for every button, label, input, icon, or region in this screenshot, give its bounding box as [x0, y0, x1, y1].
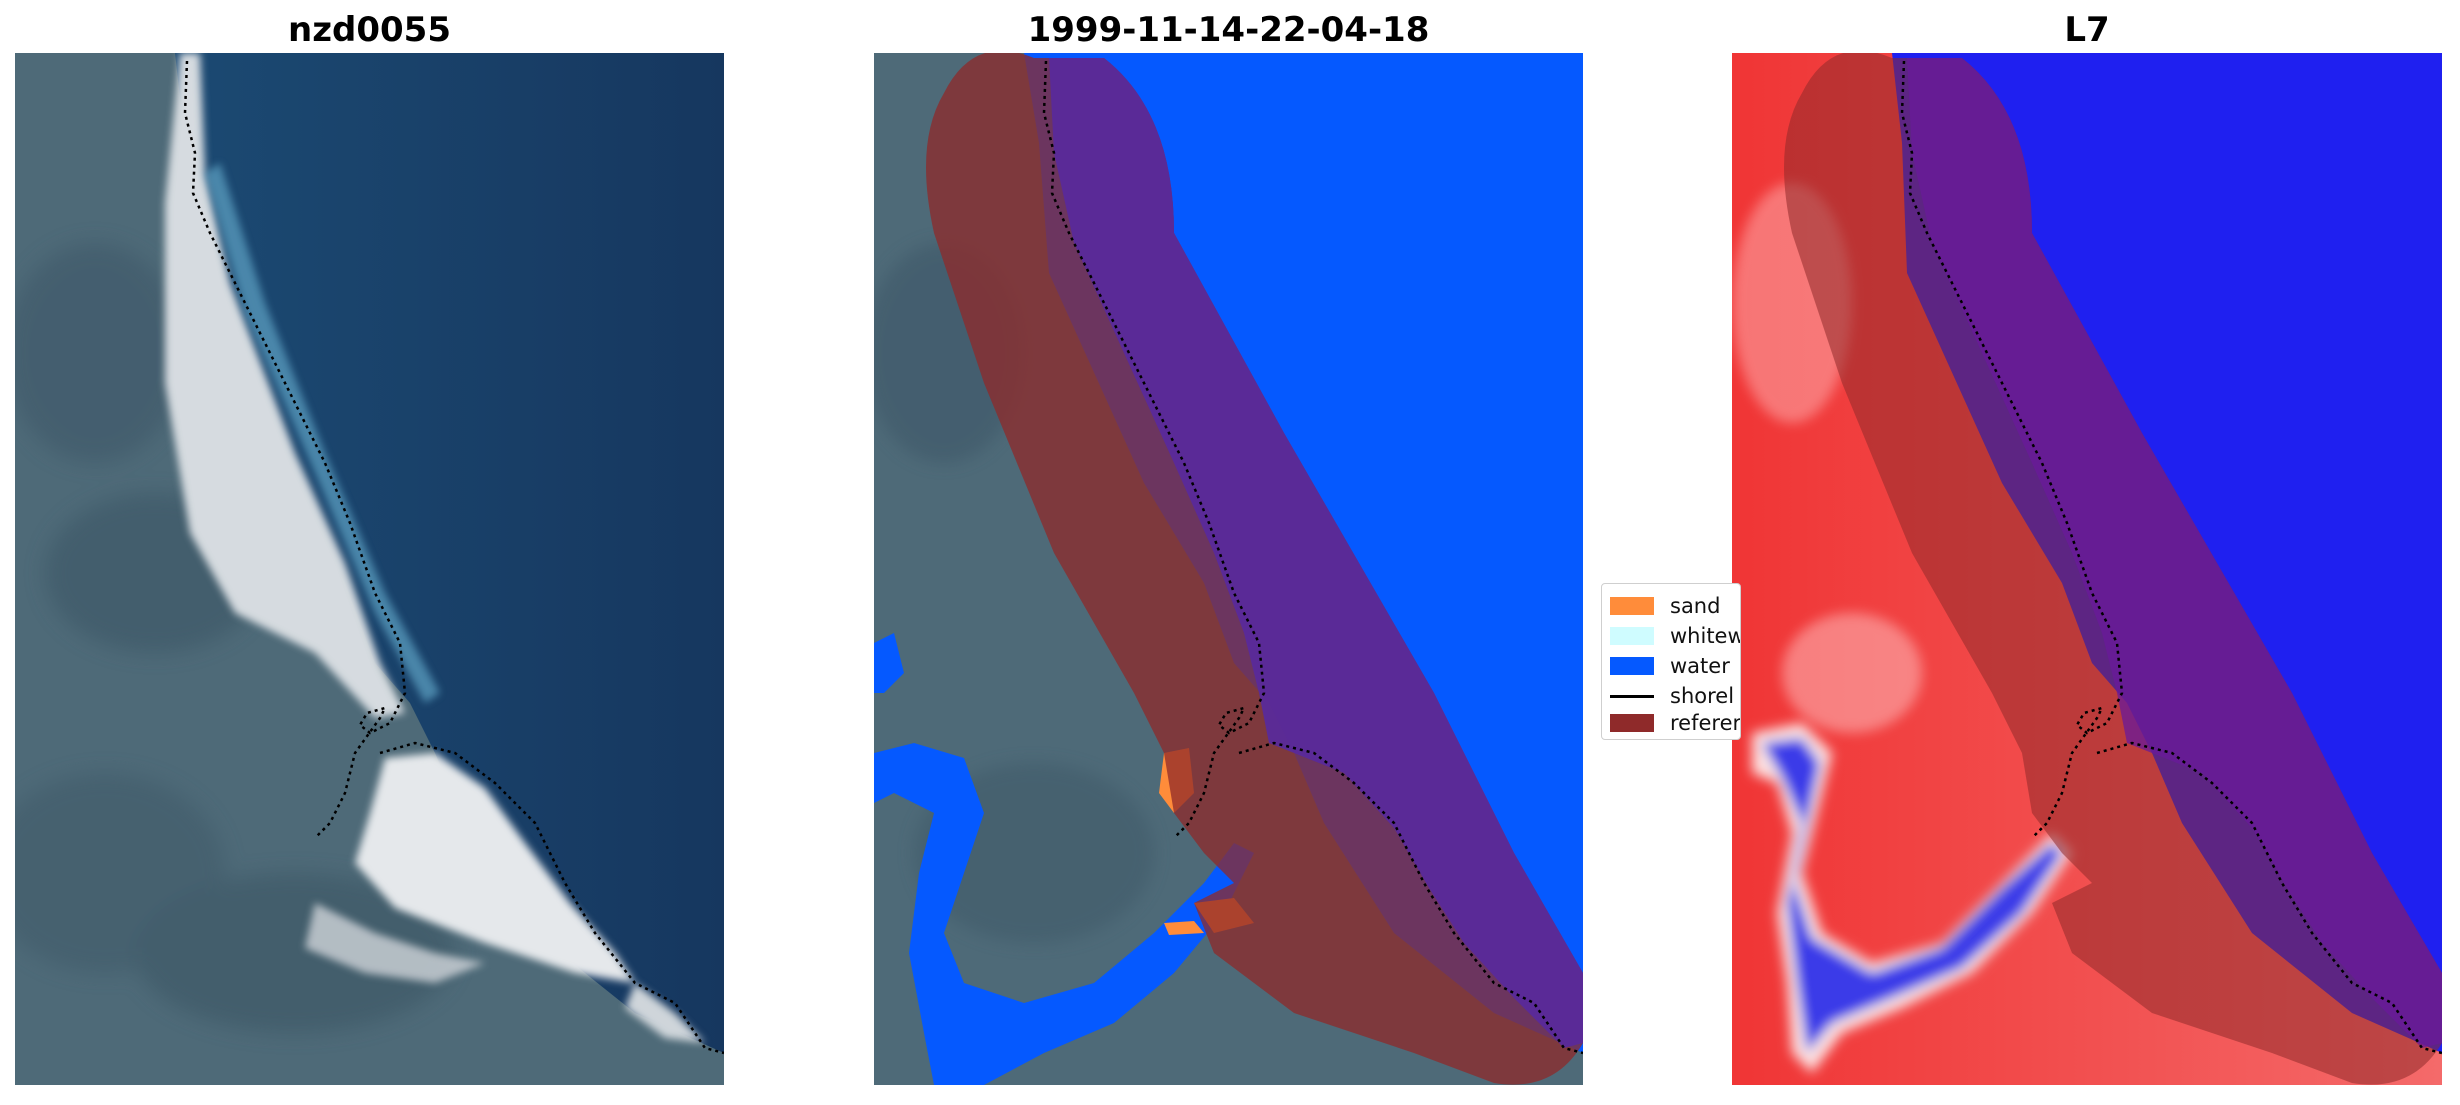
legend-swatch-whitewater — [1610, 627, 1654, 645]
rgb-image-panel — [15, 53, 724, 1085]
legend-item-reference: referer — [1610, 710, 1741, 736]
legend-item-shoreline: shorel — [1610, 683, 1734, 709]
legend-label-water: water — [1670, 654, 1730, 678]
legend-item-whitewater: whitew — [1610, 623, 1741, 649]
reference-shoreline — [183, 60, 724, 1055]
legend-label-shoreline: shorel — [1670, 684, 1735, 708]
rgb-satellite-image — [15, 53, 724, 1085]
classified-image — [874, 53, 1583, 1085]
inland-water-channel — [874, 743, 1254, 1085]
legend-label-sand: sand — [1670, 594, 1721, 618]
legend-swatch-reference — [1610, 714, 1654, 732]
sand-spit — [355, 753, 635, 983]
reference-shoreline — [1900, 60, 2442, 1055]
sand-beach — [165, 53, 405, 718]
classification-panel — [874, 53, 1583, 1085]
left-panel-title: nzd0055 — [288, 10, 451, 50]
legend-label-whitewater: whitew — [1670, 624, 1741, 648]
water-buffer-overlap — [1049, 58, 1583, 1048]
index-map-image — [1732, 53, 2442, 1085]
right-panel-title: L7 — [2064, 10, 2110, 50]
legend-swatch-sand — [1610, 597, 1654, 615]
reference-shoreline — [1042, 60, 1583, 1055]
classification-legend: sand whitew water shorel referer — [1601, 583, 1741, 740]
legend-line-shoreline — [1610, 694, 1654, 698]
legend-label-reference: referer — [1670, 711, 1741, 735]
index-map-panel — [1732, 53, 2442, 1085]
middle-panel-title: 1999-11-14-22-04-18 — [1027, 10, 1430, 50]
legend-item-water: water — [1610, 653, 1730, 679]
legend-item-sand: sand — [1610, 593, 1720, 619]
legend-swatch-water — [1610, 657, 1654, 675]
